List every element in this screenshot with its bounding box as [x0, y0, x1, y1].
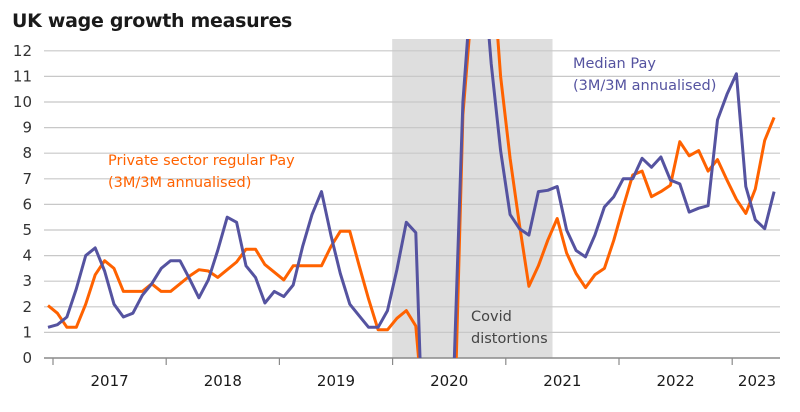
x-tick-label: 2018	[204, 372, 242, 390]
x-tick-label: 2019	[317, 372, 355, 390]
y-tick-label: 4	[22, 247, 32, 265]
y-tick-label: 11	[13, 67, 32, 85]
y-tick-label: 9	[22, 119, 32, 137]
covid-label-line1: Covid	[471, 309, 512, 325]
covid-label-line2: distortions	[471, 331, 548, 347]
y-tick-label: 8	[22, 144, 32, 162]
series-line-median-pay	[47, 39, 776, 358]
y-tick-label: 1	[22, 323, 32, 341]
y-tick-label: 6	[22, 195, 32, 213]
y-tick-label: 5	[22, 221, 32, 239]
private-pay-label-line1: Private sector regular Pay	[108, 153, 295, 169]
series-line-private-sector-regular-pay	[47, 39, 776, 358]
median-pay-label-line2: (3M/3M annualised)	[573, 78, 716, 94]
chart-title: UK wage growth measures	[12, 10, 293, 32]
private-pay-label-line2: (3M/3M annualised)	[108, 175, 251, 191]
y-tick-label: 7	[22, 170, 32, 188]
y-tick-label: 12	[13, 42, 32, 60]
x-tick-label: 2017	[91, 372, 129, 390]
y-tick-label: 0	[22, 349, 32, 367]
y-tick-label: 10	[13, 93, 32, 111]
y-tick-label: 2	[22, 298, 32, 316]
x-tick-label: 2020	[430, 372, 468, 390]
x-tick-label: 2021	[543, 372, 581, 390]
y-tick-label: 3	[22, 272, 32, 290]
x-tick-label: 2022	[657, 372, 695, 390]
median-pay-label-line1: Median Pay	[573, 56, 656, 72]
x-tick-label: 2023	[738, 372, 776, 390]
